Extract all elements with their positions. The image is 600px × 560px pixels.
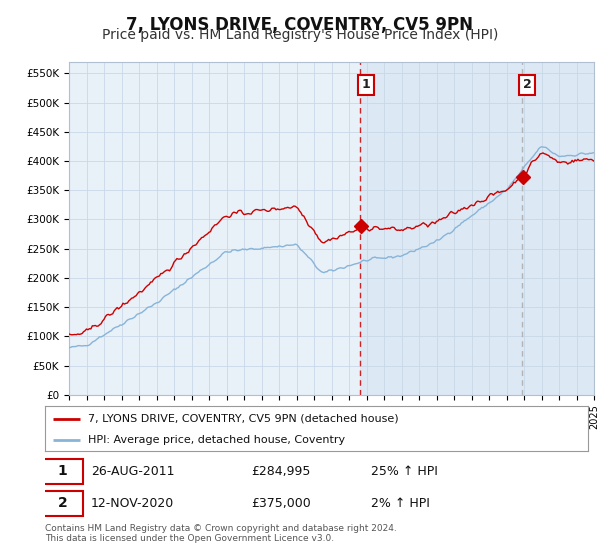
Text: 2: 2 bbox=[523, 78, 532, 91]
Bar bbox=[361, 62, 594, 395]
FancyBboxPatch shape bbox=[42, 459, 83, 483]
Text: Price paid vs. HM Land Registry's House Price Index (HPI): Price paid vs. HM Land Registry's House … bbox=[102, 28, 498, 42]
Text: 2% ↑ HPI: 2% ↑ HPI bbox=[371, 497, 430, 510]
Text: Contains HM Land Registry data © Crown copyright and database right 2024.
This d: Contains HM Land Registry data © Crown c… bbox=[45, 524, 397, 543]
FancyBboxPatch shape bbox=[42, 491, 83, 516]
Text: HPI: Average price, detached house, Coventry: HPI: Average price, detached house, Cove… bbox=[88, 435, 346, 445]
Text: 12-NOV-2020: 12-NOV-2020 bbox=[91, 497, 175, 510]
Text: £375,000: £375,000 bbox=[251, 497, 311, 510]
Text: £284,995: £284,995 bbox=[251, 465, 311, 478]
Text: 1: 1 bbox=[361, 78, 370, 91]
Text: 7, LYONS DRIVE, COVENTRY, CV5 9PN (detached house): 7, LYONS DRIVE, COVENTRY, CV5 9PN (detac… bbox=[88, 413, 399, 423]
Text: 7, LYONS DRIVE, COVENTRY, CV5 9PN: 7, LYONS DRIVE, COVENTRY, CV5 9PN bbox=[127, 16, 473, 34]
Text: 1: 1 bbox=[58, 464, 68, 478]
Text: 2: 2 bbox=[58, 496, 68, 510]
Text: 26-AUG-2011: 26-AUG-2011 bbox=[91, 465, 175, 478]
Text: 25% ↑ HPI: 25% ↑ HPI bbox=[371, 465, 437, 478]
